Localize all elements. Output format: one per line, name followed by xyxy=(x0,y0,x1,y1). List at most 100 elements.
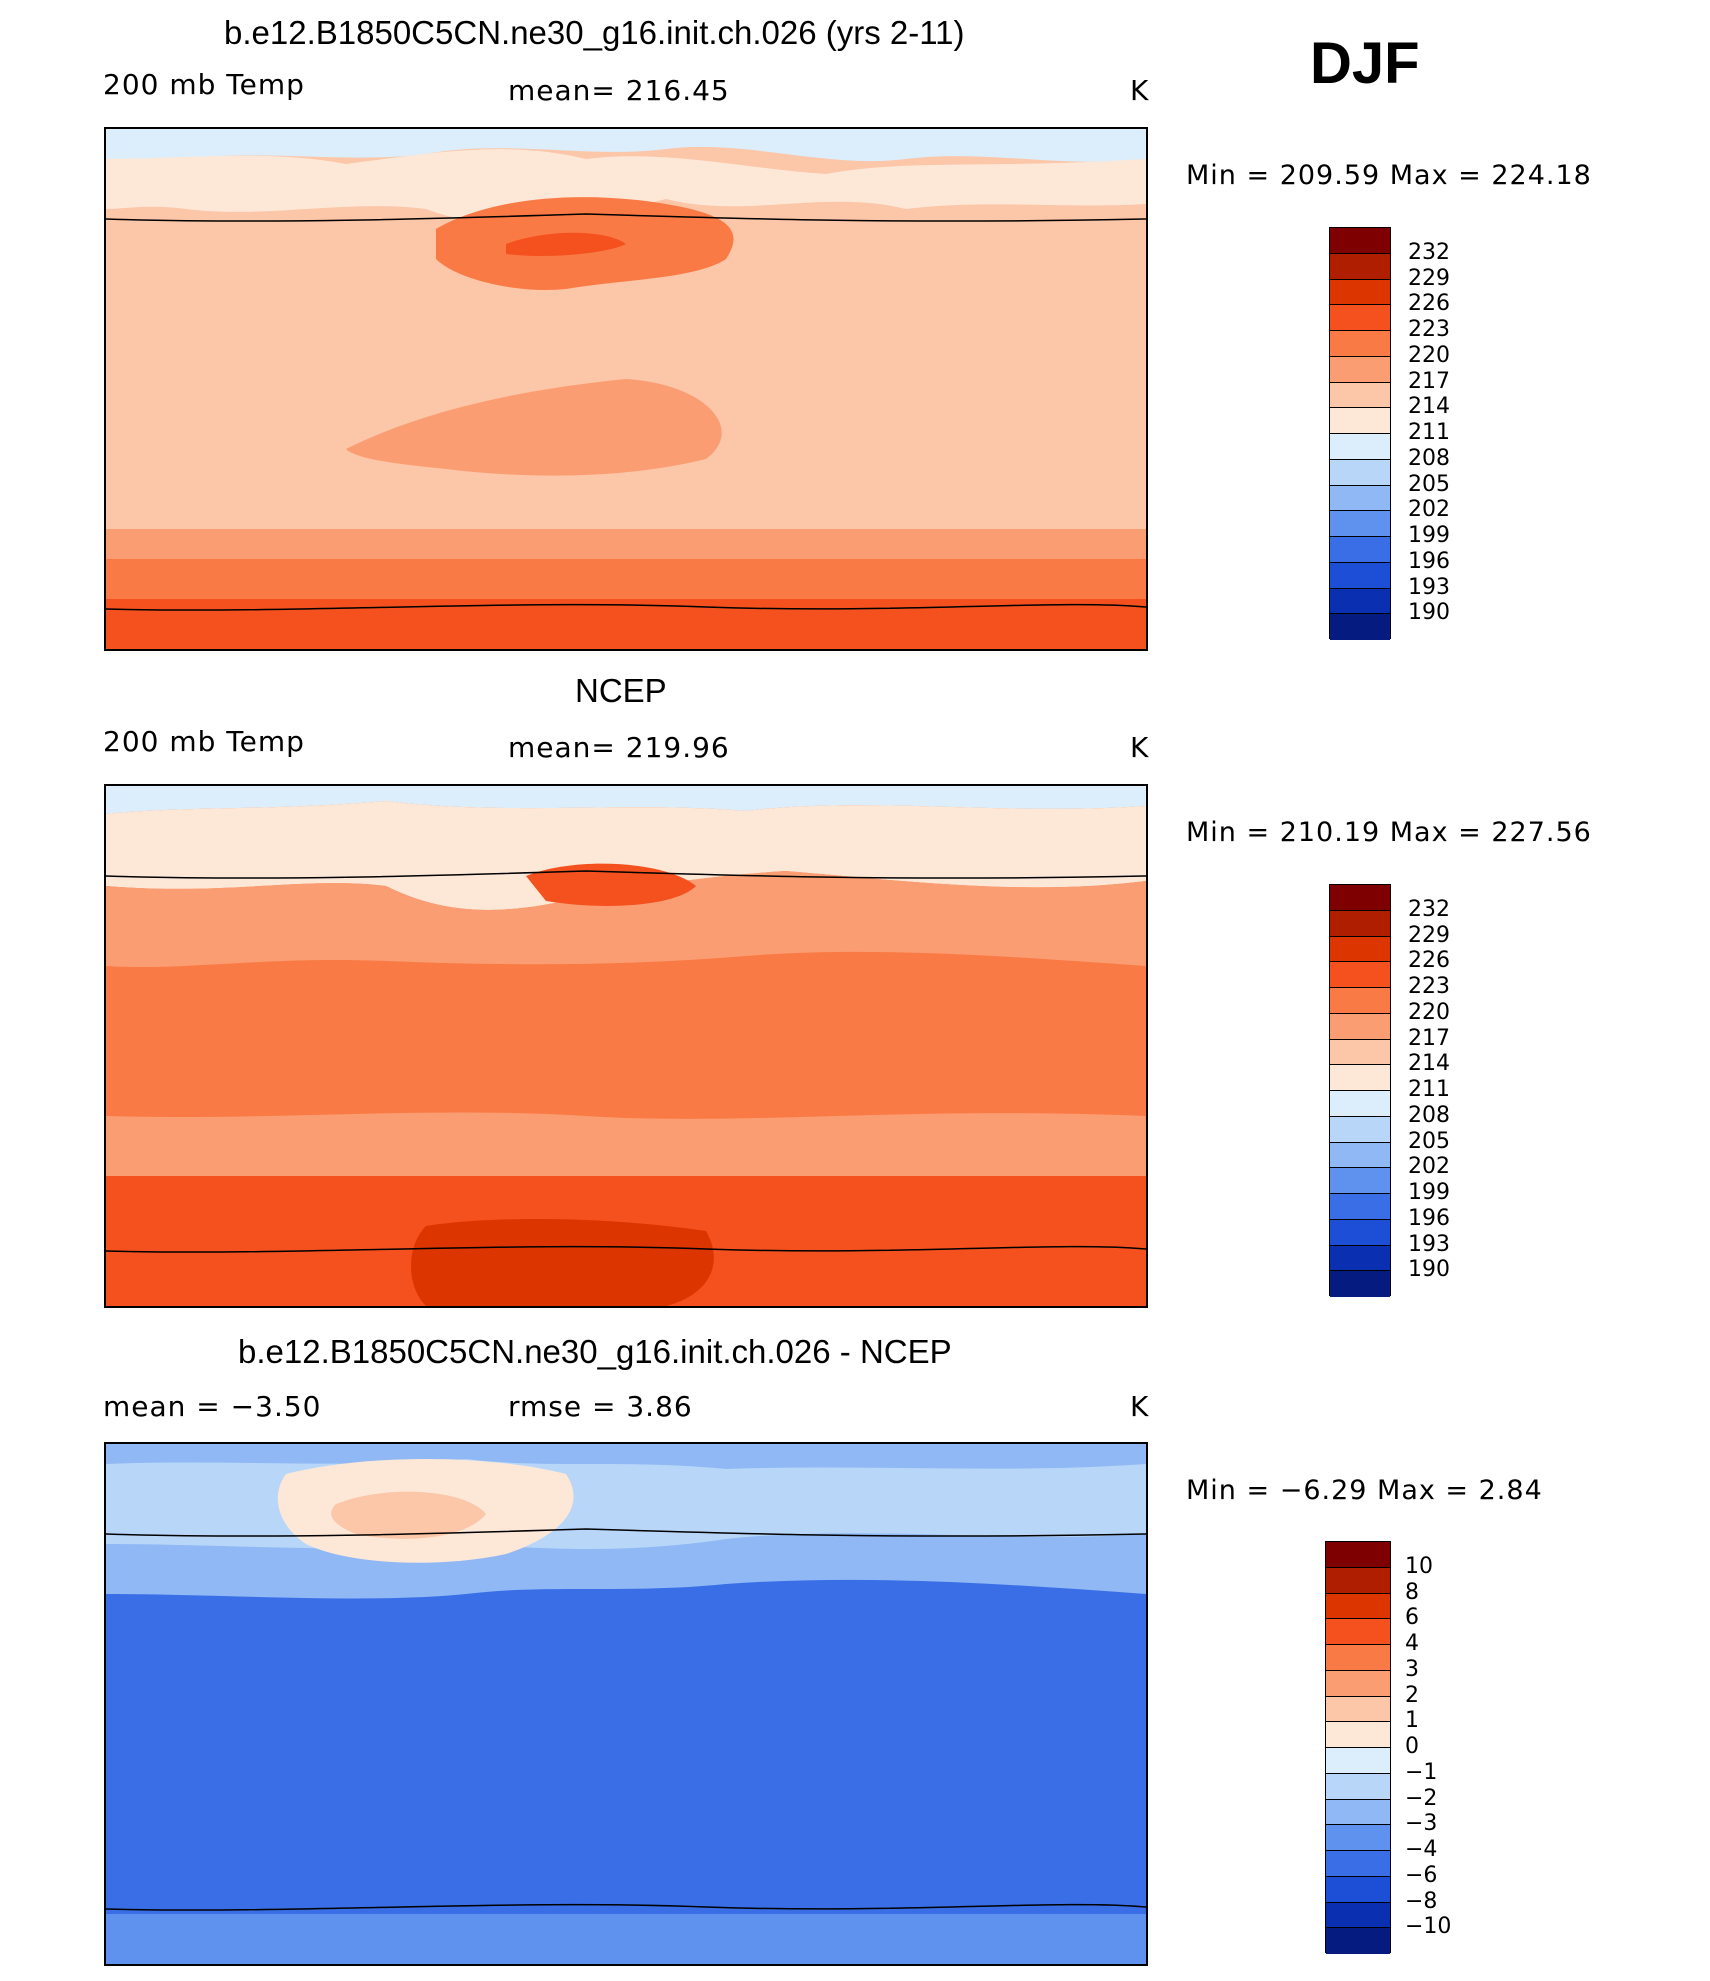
model-tropical-warm xyxy=(346,379,722,476)
panel-1-map xyxy=(104,127,1148,651)
colorbar-swatch xyxy=(1330,962,1390,988)
model-coastline-antarctica xyxy=(106,603,1146,611)
panel-1-units-label: K xyxy=(1130,74,1150,107)
colorbar-tick-label: 205 xyxy=(1408,1128,1450,1154)
colorbar-tick-label: −2 xyxy=(1405,1785,1438,1811)
colorbar-tick-label: 208 xyxy=(1408,1102,1450,1128)
colorbar-swatch xyxy=(1330,614,1390,640)
colorbar-tick-label: 223 xyxy=(1408,317,1450,342)
colorbar-tick-label: −1 xyxy=(1405,1759,1438,1785)
panel-3-colorbar xyxy=(1325,1541,1391,1954)
colorbar-swatch xyxy=(1330,1013,1390,1040)
panel-3-mean-label: mean = −3.50 xyxy=(103,1390,322,1423)
colorbar-tick-label: −8 xyxy=(1405,1888,1438,1914)
panel-2-variable-label: 200 mb Temp xyxy=(103,725,305,758)
colorbar-swatch xyxy=(1330,1271,1390,1297)
colorbar-swatch xyxy=(1330,588,1390,615)
colorbar-tick-label: 232 xyxy=(1408,896,1450,922)
obs-southern-core xyxy=(411,1219,714,1306)
colorbar-tick-label: 202 xyxy=(1408,1154,1450,1180)
diff-coastline-antarctica xyxy=(106,1903,1146,1911)
colorbar-swatch xyxy=(1330,1245,1390,1272)
colorbar-swatch xyxy=(1330,988,1390,1014)
obs-coastline-antarctica xyxy=(106,1245,1146,1253)
colorbar-tick-label: −3 xyxy=(1405,1811,1438,1837)
panel-2-units-label: K xyxy=(1130,731,1150,764)
panel-3-map xyxy=(104,1442,1148,1966)
colorbar-tick-label: 211 xyxy=(1408,1077,1450,1102)
colorbar-swatch xyxy=(1330,356,1390,383)
colorbar-tick-label: 193 xyxy=(1408,574,1450,600)
colorbar-swatch xyxy=(1330,1219,1390,1246)
colorbar-swatch xyxy=(1326,1542,1390,1568)
colorbar-swatch xyxy=(1330,228,1390,254)
colorbar-tick-label: 232 xyxy=(1408,239,1450,265)
panel-1-colorbar-cells xyxy=(1330,228,1390,640)
colorbar-swatch xyxy=(1330,408,1390,434)
colorbar-tick-label: 229 xyxy=(1408,265,1450,291)
panel-2-title: NCEP xyxy=(575,672,667,709)
colorbar-swatch xyxy=(1330,305,1390,331)
colorbar-tick-label: 214 xyxy=(1408,394,1450,420)
panel-1-variable-label: 200 mb Temp xyxy=(103,68,305,101)
colorbar-swatch xyxy=(1326,1619,1390,1645)
colorbar-swatch xyxy=(1326,1928,1390,1954)
colorbar-tick-label: 190 xyxy=(1408,600,1450,626)
colorbar-tick-label: −4 xyxy=(1405,1837,1438,1862)
obs-arctic-band xyxy=(106,786,1146,814)
colorbar-swatch xyxy=(1326,1799,1390,1826)
colorbar-swatch xyxy=(1330,1039,1390,1066)
colorbar-tick-label: 220 xyxy=(1408,999,1450,1025)
colorbar-swatch xyxy=(1330,1116,1390,1143)
colorbar-swatch xyxy=(1326,1670,1390,1697)
panel-3-rmse-label: rmse = 3.86 xyxy=(508,1390,693,1423)
colorbar-swatch xyxy=(1330,253,1390,280)
panel-1-title: b.e12.B1850C5CN.ne30_g16.init.ch.026 (yr… xyxy=(224,14,965,51)
panel-1-colorbar xyxy=(1329,227,1391,640)
colorbar-tick-label: 196 xyxy=(1408,548,1450,574)
colorbar-tick-label: 226 xyxy=(1408,948,1450,974)
colorbar-tick-label: 217 xyxy=(1408,368,1450,394)
obs-warm-pacific-core xyxy=(526,863,696,906)
colorbar-tick-label: 10 xyxy=(1405,1553,1433,1579)
colorbar-swatch xyxy=(1326,1902,1390,1929)
colorbar-swatch xyxy=(1326,1645,1390,1671)
panel-3-title: b.e12.B1850C5CN.ne30_g16.init.ch.026 - N… xyxy=(238,1333,952,1370)
diff-siberian-core xyxy=(331,1491,486,1539)
colorbar-swatch xyxy=(1330,537,1390,563)
colorbar-swatch xyxy=(1326,1876,1390,1903)
model-coastline-north xyxy=(106,213,1146,222)
colorbar-tick-label: 220 xyxy=(1408,342,1450,368)
colorbar-tick-label: 2 xyxy=(1405,1682,1419,1708)
panel-2-colorbar-cells xyxy=(1330,885,1390,1297)
panel-3-colorbar-cells xyxy=(1326,1542,1390,1954)
diff-coastline-north xyxy=(106,1528,1146,1537)
obs-coastline-north xyxy=(106,870,1146,879)
colorbar-tick-label: −6 xyxy=(1405,1862,1438,1888)
panel-2-colorbar xyxy=(1329,884,1391,1297)
colorbar-swatch xyxy=(1326,1851,1390,1877)
colorbar-tick-label: 208 xyxy=(1408,445,1450,471)
model-warm-core xyxy=(506,232,626,256)
panel-2-map xyxy=(104,784,1148,1308)
obs-southern-mid xyxy=(106,1112,1146,1176)
panel-2-map-canvas xyxy=(106,786,1146,1306)
colorbar-tick-label: 4 xyxy=(1405,1631,1419,1656)
colorbar-tick-label: 190 xyxy=(1408,1257,1450,1283)
colorbar-tick-label: 199 xyxy=(1408,523,1450,548)
colorbar-swatch xyxy=(1330,1142,1390,1169)
colorbar-swatch xyxy=(1330,434,1390,460)
colorbar-tick-label: −10 xyxy=(1405,1914,1452,1940)
colorbar-tick-label: 8 xyxy=(1405,1579,1419,1605)
colorbar-tick-label: 199 xyxy=(1408,1180,1450,1205)
colorbar-tick-label: 1 xyxy=(1405,1708,1419,1734)
colorbar-tick-label: 211 xyxy=(1408,420,1450,445)
colorbar-swatch xyxy=(1330,1065,1390,1091)
colorbar-tick-label: 0 xyxy=(1405,1734,1419,1759)
colorbar-tick-label: 205 xyxy=(1408,471,1450,497)
colorbar-swatch xyxy=(1326,1722,1390,1748)
colorbar-swatch xyxy=(1330,562,1390,589)
colorbar-swatch xyxy=(1330,511,1390,537)
colorbar-swatch xyxy=(1330,459,1390,486)
obs-high-lat-light xyxy=(106,801,1146,910)
